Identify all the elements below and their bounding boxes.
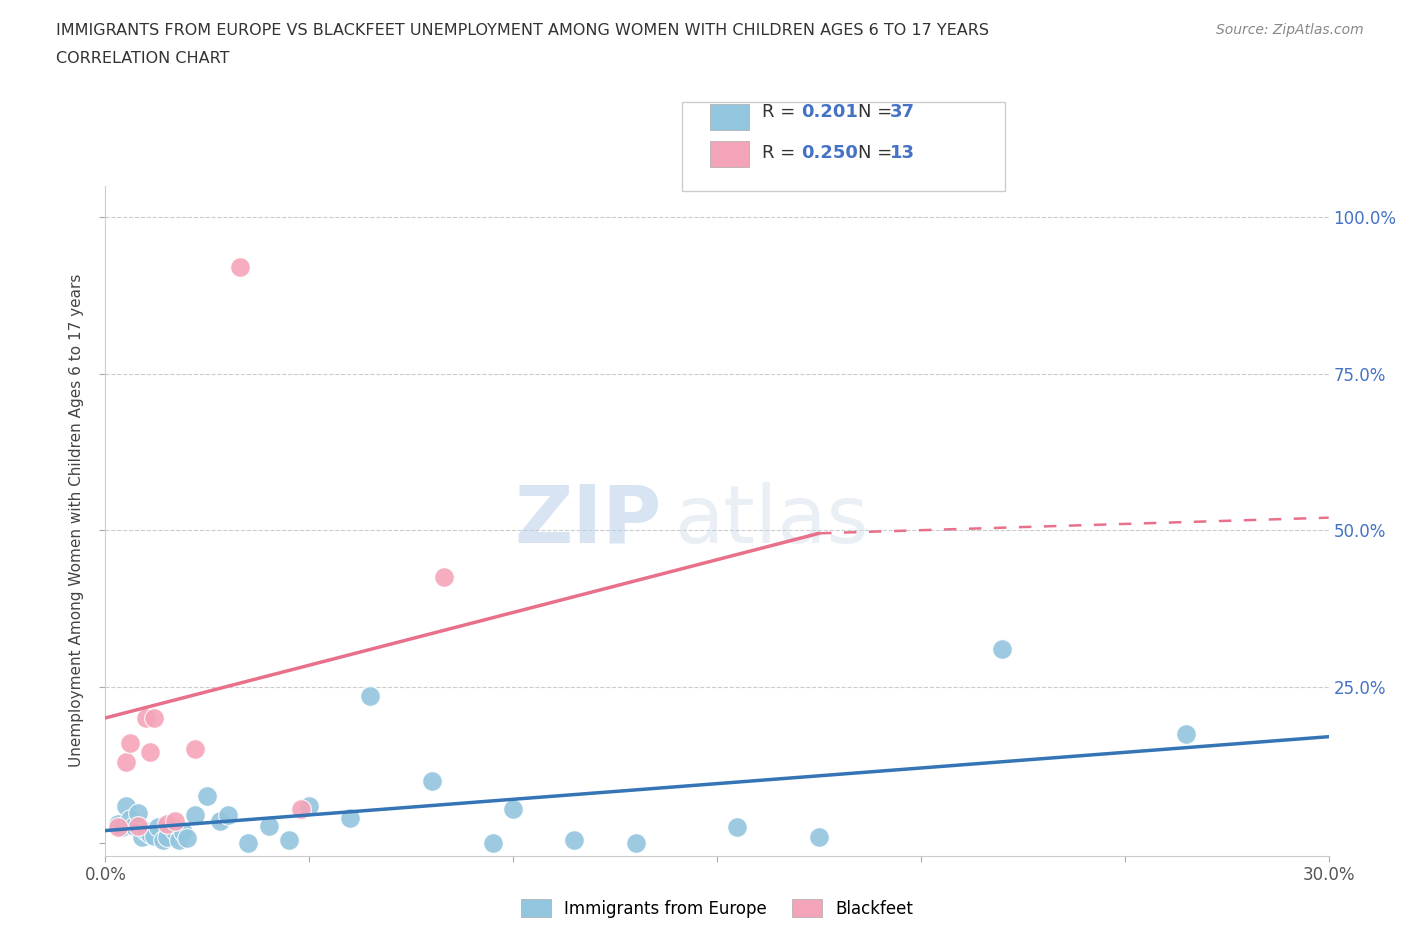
Point [159,818,181,833]
Point [208,814,231,829]
Point [152,832,174,847]
Text: N =: N = [858,102,897,121]
Point [167,832,190,847]
Point [727,820,749,835]
Point [115,754,138,769]
Point [991,642,1014,657]
Point [111,820,134,835]
Point [139,745,162,760]
Text: Source: ZipAtlas.com: Source: ZipAtlas.com [1216,23,1364,37]
Point [176,830,198,845]
Point [122,818,145,833]
Point [143,711,166,725]
Point [184,807,207,822]
Point [184,742,207,757]
Point [433,570,456,585]
Point [624,836,647,851]
Point [481,836,505,851]
Point [217,807,239,822]
Point [229,259,252,274]
Point [236,836,260,851]
Point [139,826,162,841]
Point [118,812,141,827]
Point [562,832,586,847]
Point [107,820,129,835]
Text: 13: 13 [890,144,915,163]
Point [163,814,186,829]
Point [156,817,179,831]
Point [1175,726,1198,741]
Text: N =: N = [858,144,897,163]
Point [339,811,361,826]
Point [290,802,312,817]
Y-axis label: Unemployment Among Women with Children Ages 6 to 17 years: Unemployment Among Women with Children A… [69,274,84,767]
Text: CORRELATION CHART: CORRELATION CHART [56,51,229,66]
Point [172,824,194,839]
Text: R =: R = [762,102,801,121]
Point [148,820,170,835]
Text: atlas: atlas [675,482,869,560]
Point [135,711,157,725]
Point [135,823,157,838]
Point [127,818,149,833]
Legend: Immigrants from Europe, Blackfeet: Immigrants from Europe, Blackfeet [515,893,920,924]
Point [298,798,321,813]
Point [118,736,141,751]
Point [156,830,179,844]
Point [502,802,524,817]
Text: ZIP: ZIP [515,482,662,560]
Text: 0.201: 0.201 [801,102,858,121]
Text: 0.250: 0.250 [801,144,858,163]
Point [360,688,382,703]
Point [257,818,280,833]
Point [127,805,149,820]
Point [115,798,138,813]
Point [131,830,153,844]
Point [420,773,443,788]
Point [163,823,186,838]
Point [197,789,219,804]
Text: R =: R = [762,144,801,163]
Point [143,828,166,843]
Text: 37: 37 [890,102,915,121]
Point [807,830,830,844]
Point [107,817,129,831]
Text: IMMIGRANTS FROM EUROPE VS BLACKFEET UNEMPLOYMENT AMONG WOMEN WITH CHILDREN AGES : IMMIGRANTS FROM EUROPE VS BLACKFEET UNEM… [56,23,990,38]
Point [278,832,301,847]
